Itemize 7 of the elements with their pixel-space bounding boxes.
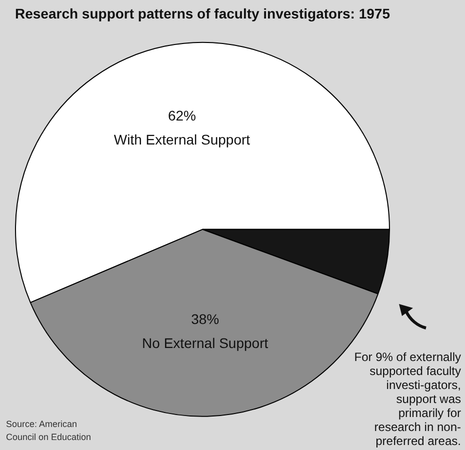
text: 62%	[168, 107, 196, 124]
slice-label: No External Support	[142, 335, 268, 352]
slice-label: With External Support	[114, 131, 250, 148]
source-note: Source: American Council on Education	[6, 418, 92, 444]
text: For 9% of externally supported faculty investi-gators, support was primarily for research in non-preferred areas.	[353, 350, 461, 448]
text: 38%	[191, 311, 220, 328]
chart-title: Research support patterns of faculty investigators: 1975	[15, 5, 390, 22]
